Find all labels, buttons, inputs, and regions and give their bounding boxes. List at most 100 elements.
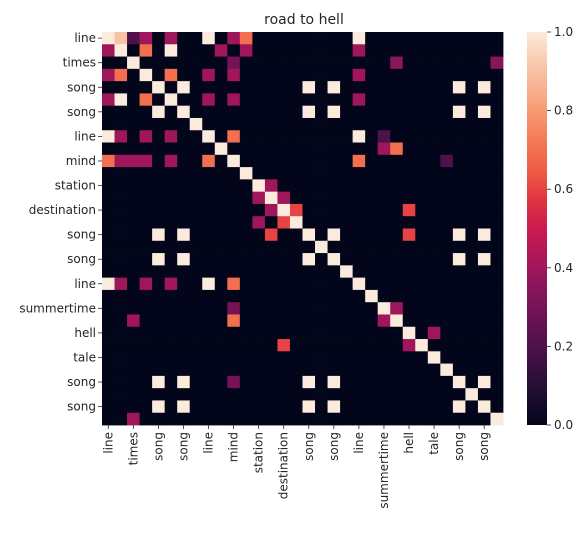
heatmap-cell [102,68,115,82]
heatmap-cell [377,375,391,389]
heatmap-cell [277,142,291,156]
heatmap-cell [440,314,454,328]
heatmap-cell [365,203,379,217]
heatmap-cell [427,351,441,364]
heatmap-cell [302,179,316,193]
heatmap-cell [365,93,379,107]
heatmap-cell [327,216,341,229]
heatmap-cell [390,339,404,352]
heatmap-cell [252,142,266,156]
heatmap-cell [315,326,328,340]
heatmap-cell [214,253,228,266]
heatmap-cell [440,105,454,119]
heatmap-cell [315,302,328,315]
heatmap-cell [227,265,241,279]
heatmap-cell [340,167,354,180]
heatmap-cell [152,302,166,315]
heatmap-cell [315,32,328,45]
heatmap-cell [315,216,328,229]
heatmap-cell [289,68,303,82]
heatmap-cell [114,326,128,340]
heatmap-cell [189,216,203,229]
heatmap-cell [465,81,479,94]
heatmap-cell [264,44,278,57]
heatmap-cell [365,240,379,254]
heatmap-cell [164,351,178,364]
heatmap-cell [477,400,491,414]
heatmap-cell [477,179,491,193]
heatmap-cell [164,32,178,45]
heatmap-cell [277,68,291,82]
heatmap-cell [377,179,391,193]
heatmap-cell [315,117,328,131]
heatmap-cell [264,179,278,193]
heatmap-cell [264,203,278,217]
heatmap-cell [127,240,140,254]
heatmap-cell [302,154,316,168]
heatmap-cell [477,253,491,266]
heatmap-cell [127,388,140,401]
heatmap-cell [390,44,404,57]
heatmap-cell [490,277,504,291]
heatmap-cell [465,68,479,82]
heatmap-cell [465,179,479,193]
heatmap-cell [152,339,166,352]
heatmap-cell [315,240,328,254]
heatmap-cell [440,375,454,389]
heatmap-cell [164,93,178,107]
heatmap-cell [415,117,429,131]
heatmap-cell [202,388,216,401]
heatmap-cell [152,191,166,205]
heatmap-cell [214,339,228,352]
heatmap-cell [302,363,316,377]
heatmap-cell [114,56,128,70]
heatmap-cell [352,302,366,315]
heatmap-cell [252,68,266,82]
heatmap-cell [390,179,404,193]
heatmap-cell [214,302,228,315]
heatmap-cell [465,142,479,156]
heatmap-cell [252,400,266,414]
heatmap-cell [315,142,328,156]
heatmap-cell [365,302,379,315]
heatmap-cell [352,388,366,401]
heatmap-cell [302,117,316,131]
heatmap-cell [227,105,241,119]
heatmap-cell [415,203,429,217]
heatmap-cell [327,375,341,389]
heatmap-cell [239,412,253,426]
heatmap-cell [277,351,291,364]
heatmap-cell [302,68,316,82]
heatmap-cell [315,56,328,70]
heatmap-cell [164,302,178,315]
heatmap-cell [490,400,504,414]
heatmap-cell [164,142,178,156]
heatmap-cell [477,203,491,217]
heatmap-cell [114,44,128,57]
y-tick-label: song [67,80,96,94]
heatmap-cell [289,240,303,254]
heatmap-cell [227,302,241,315]
heatmap-cell [152,81,166,94]
heatmap-cell [427,363,441,377]
heatmap-cell [440,339,454,352]
heatmap-cell [402,216,416,229]
heatmap-cell [302,253,316,266]
heatmap-cell [477,302,491,315]
heatmap-cell [252,154,266,168]
heatmap-cell [114,105,128,119]
heatmap-cell [177,130,191,143]
heatmap-cell [289,400,303,414]
heatmap-cell [490,68,504,82]
heatmap-cell [114,216,128,229]
heatmap-cell [214,240,228,254]
y-tick-label: station [55,179,96,193]
heatmap-cell [114,339,128,352]
heatmap-cell [277,167,291,180]
heatmap-cell [465,203,479,217]
heatmap-cell [440,388,454,401]
heatmap-cell [289,216,303,229]
heatmap-cell [264,277,278,291]
heatmap-cell [239,388,253,401]
